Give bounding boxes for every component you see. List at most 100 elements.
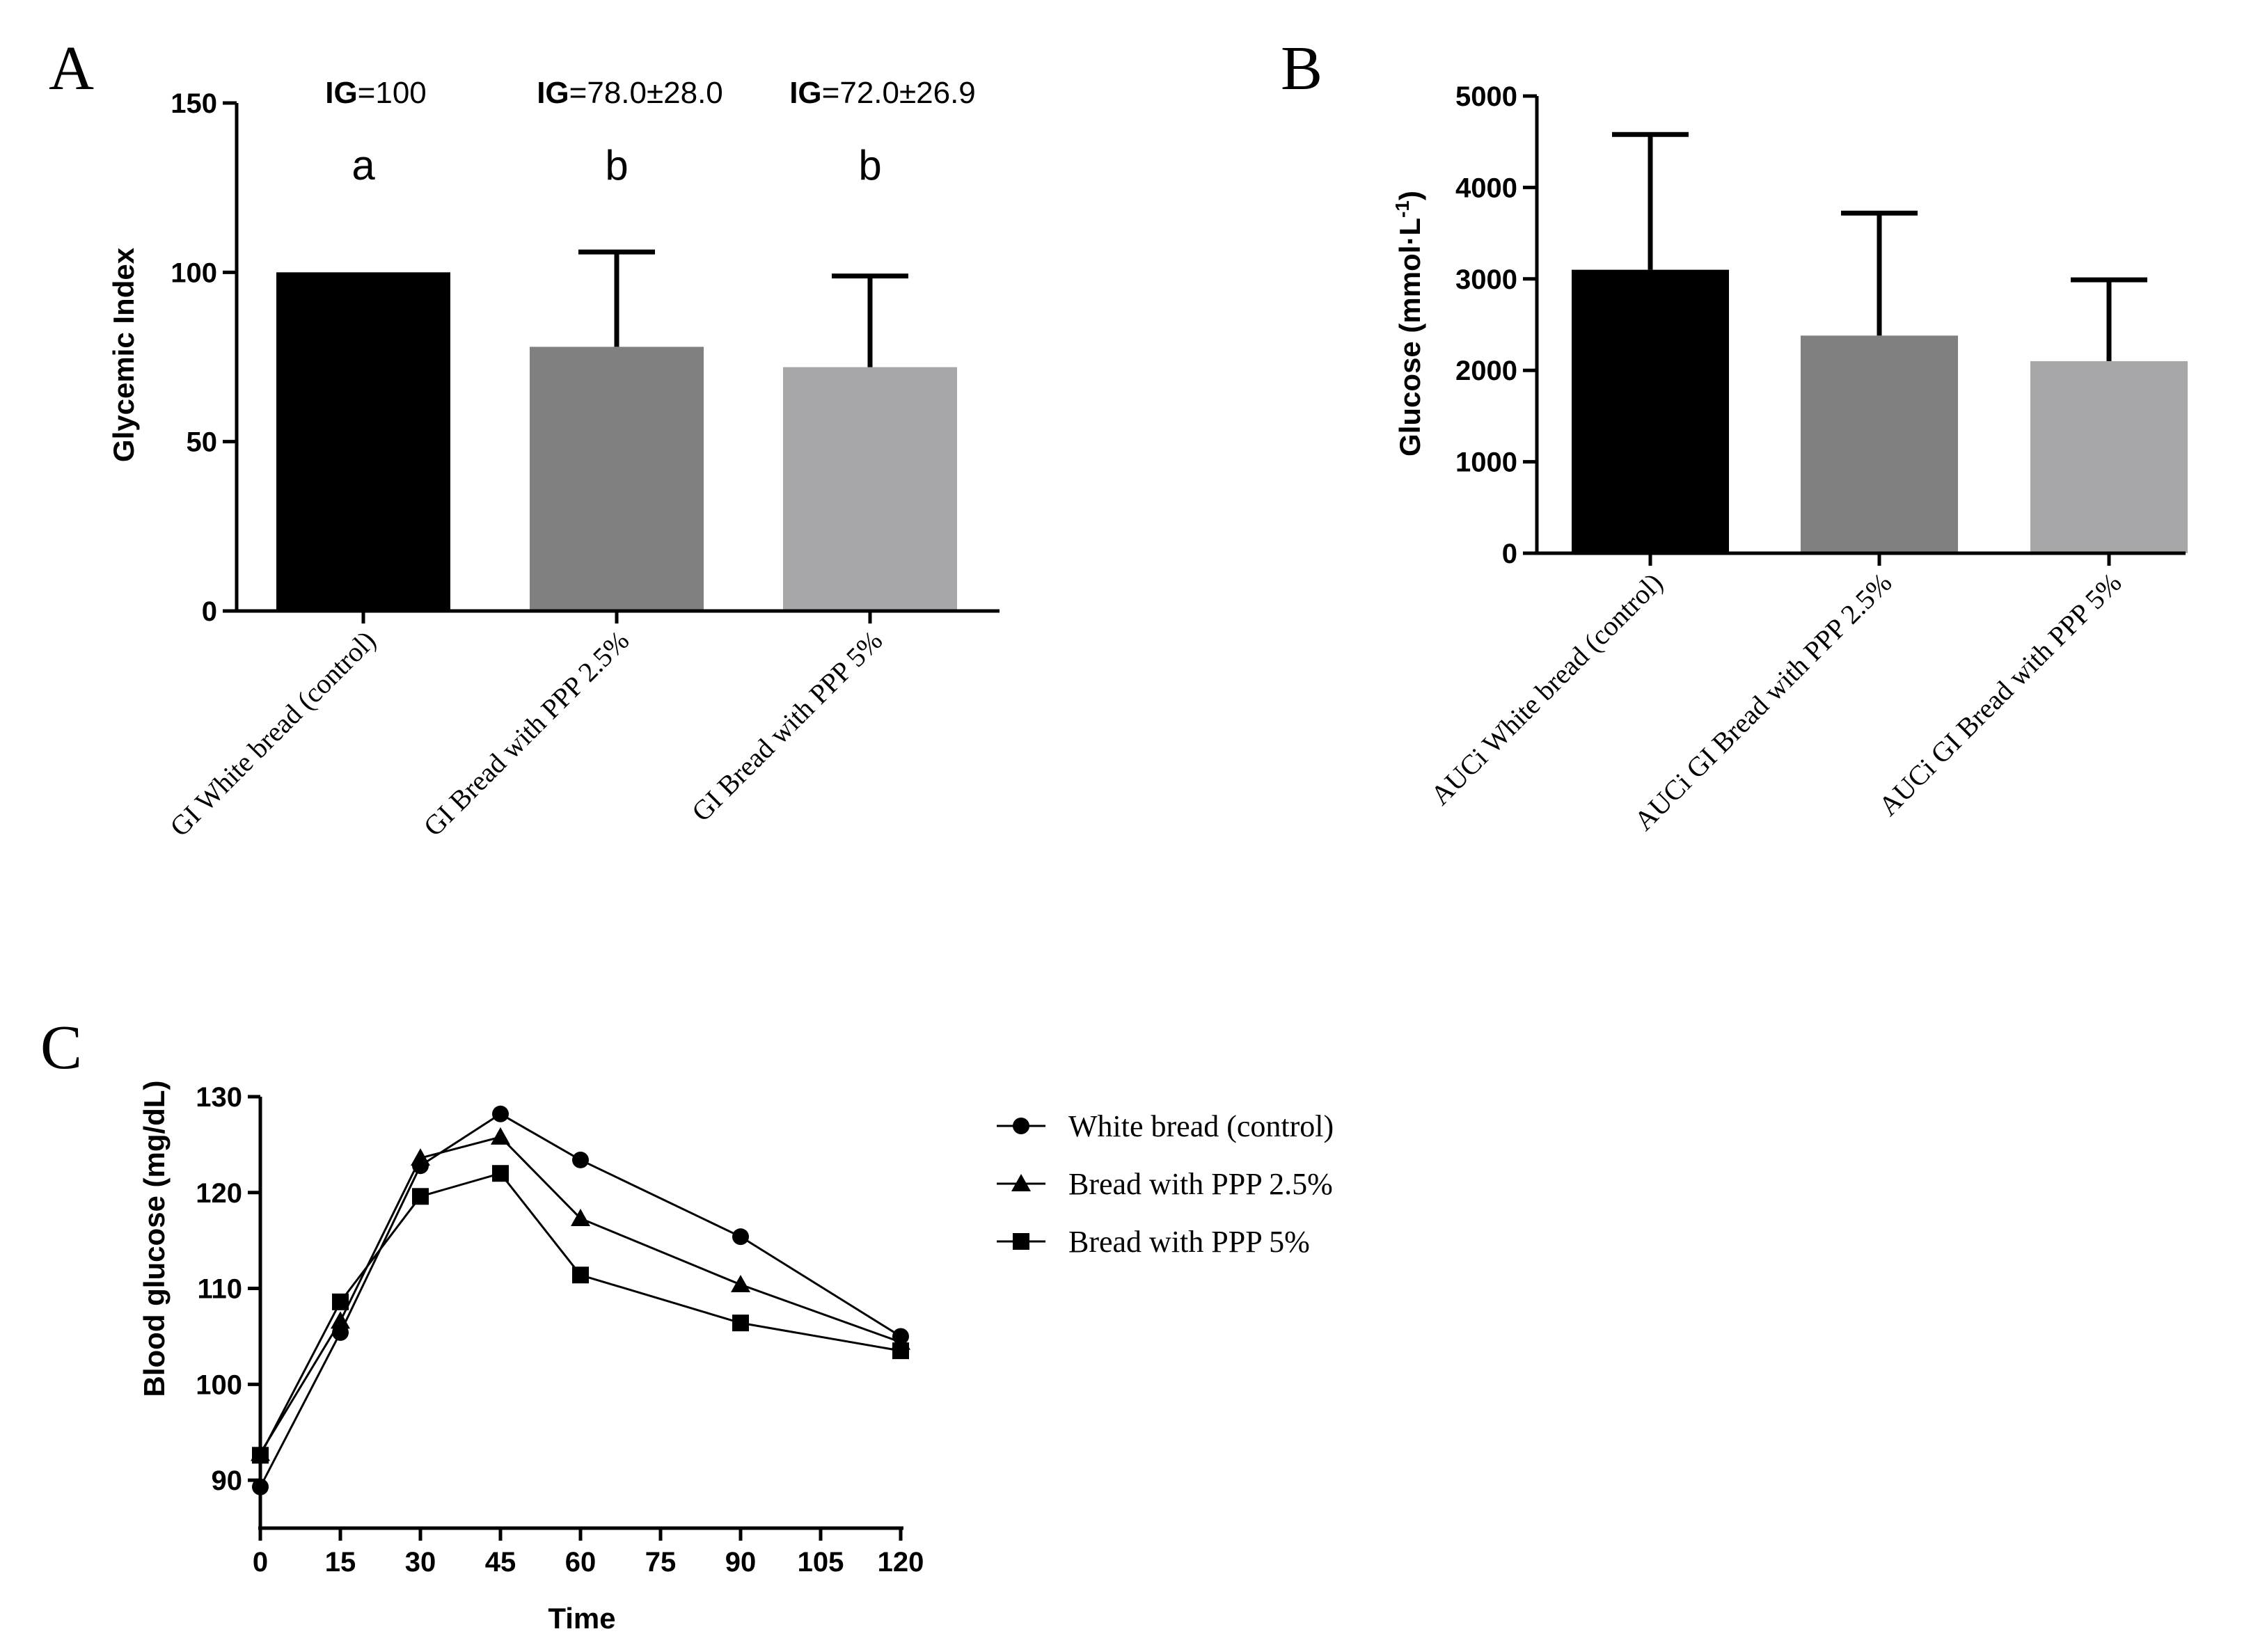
panel-b-y-label-superscript: -1 [1391, 200, 1413, 218]
x-tick-label: 15 [325, 1547, 356, 1578]
ig-annotation-label: IG [789, 76, 821, 110]
x-tick-label: 90 [725, 1547, 757, 1578]
panel-b-error-bars [1612, 132, 2147, 362]
series-line [259, 1136, 901, 1454]
x-category-label: GI Bread with PPP 5% [686, 625, 889, 828]
x-category-label: AUCi White bread (control) [1424, 567, 1668, 811]
ig-annotation-value: =100 [358, 76, 427, 110]
panel-b-y-ticks: 0 1000 2000 3000 4000 5000 [1455, 81, 1537, 569]
bar [1801, 335, 1958, 553]
ig-annotation-value: =78.0±28.0 [569, 76, 723, 110]
panel-a-x-ticks [361, 611, 872, 624]
panel-c-x-label: Time [548, 1602, 615, 1635]
data-point [492, 1105, 509, 1122]
x-tick-label: 60 [565, 1547, 597, 1578]
panel-a-error-bars [578, 249, 908, 367]
y-tick-label: 90 [212, 1466, 243, 1496]
x-tick-label: 30 [405, 1547, 436, 1578]
y-tick-label: 50 [187, 427, 218, 458]
panel-c-legend: White bread (control) Bread with PPP 2.5%… [997, 1109, 1334, 1259]
bar [1572, 269, 1729, 553]
legend-marker [1013, 1233, 1029, 1250]
bar [2030, 361, 2188, 553]
ig-annotation: IG=100 [325, 76, 427, 110]
x-tick-label: 75 [645, 1547, 677, 1578]
y-tick-label: 2000 [1455, 356, 1517, 386]
panel-a-y-ticks: 0 50 100 150 [171, 88, 237, 627]
significance-letter: b [605, 142, 628, 189]
data-point [331, 1311, 350, 1329]
panel-a-bars [276, 272, 957, 611]
data-point [411, 1148, 430, 1166]
panel-b-y-label-end: ) [1393, 191, 1426, 200]
y-tick-label: 1000 [1455, 447, 1517, 478]
series-line [259, 1113, 901, 1488]
panel-b-y-label: Glucose (mmol·L-1) [1391, 191, 1426, 456]
y-tick-label: 130 [196, 1082, 242, 1113]
ig-annotation: IG=78.0±28.0 [537, 76, 723, 110]
data-point [892, 1342, 909, 1360]
y-tick-label: 100 [196, 1369, 242, 1400]
data-point [332, 1293, 349, 1310]
panel-b-category-labels: AUCi White bread (control)AUCi GI Bread … [1424, 567, 2127, 836]
y-tick-label: 5000 [1455, 81, 1517, 112]
x-tick-label: 120 [878, 1547, 924, 1578]
panel-a-letter: A [49, 34, 94, 103]
x-tick-label: 105 [798, 1547, 844, 1578]
y-tick-label: 0 [202, 596, 217, 627]
x-tick-label: 0 [253, 1547, 268, 1578]
panel-a-category-labels: GI White bread (control) GI Bread with PP… [164, 625, 888, 843]
y-tick-label: 120 [196, 1178, 242, 1209]
significance-letter: a [352, 142, 375, 189]
x-category-label: GI White bread (control) [164, 625, 381, 843]
panel-c: C Blood glucose (mg/dL) Time 90 100 110 120… [40, 1013, 1334, 1635]
y-tick-label: 4000 [1455, 173, 1517, 203]
y-tick-label: 0 [1502, 539, 1517, 569]
data-point [491, 1127, 510, 1145]
panel-c-y-ticks: 90 100 110 120 130 [196, 1082, 260, 1496]
data-point [572, 1151, 589, 1168]
panel-b-bars [1572, 269, 2188, 553]
data-point [412, 1188, 429, 1205]
data-point [732, 1228, 749, 1246]
data-point [731, 1275, 750, 1293]
ig-annotation-value: =72.0±26.9 [822, 76, 976, 110]
panel-b-y-label-main: Glucose (mmol·L [1393, 218, 1426, 456]
y-tick-label: 3000 [1455, 264, 1517, 295]
panel-a-y-label: Glycemic Index [107, 247, 140, 462]
y-tick-label: 110 [197, 1274, 242, 1305]
panel-c-y-label: Blood glucose (mg/dL) [138, 1081, 171, 1397]
bar [783, 367, 957, 611]
data-point [572, 1266, 589, 1284]
ig-annotation: IG=72.0±26.9 [789, 76, 976, 110]
legend-entry: Bread with PPP 2.5% [1068, 1167, 1333, 1201]
panel-a: A Glycemic Index 0 50 100 150 GI White brea… [49, 34, 1000, 843]
panel-b-letter: B [1281, 34, 1322, 103]
panel-b-x-ticks [1648, 553, 2111, 566]
legend-entry: White bread (control) [1068, 1109, 1334, 1143]
ig-annotation-label: IG [325, 76, 357, 110]
x-category-label: AUCi GI Bread with PPP 2.5% [1628, 567, 1897, 836]
panel-c-letter: C [40, 1013, 82, 1082]
panel-b: B Glucose (mmol·L-1) 0 1000 2000 3000 4000 50… [1281, 34, 2188, 836]
panel-c-series-markers [251, 1105, 910, 1495]
legend-entry: Bread with PPP 5% [1068, 1225, 1310, 1259]
legend-marker [1013, 1118, 1029, 1134]
data-point [732, 1315, 749, 1332]
y-tick-label: 150 [171, 88, 217, 119]
ig-annotation-label: IG [537, 76, 569, 110]
y-tick-label: 100 [171, 257, 217, 288]
bar [530, 347, 704, 611]
bar [276, 272, 450, 611]
x-category-label: AUCi GI Bread with PPP 5% [1872, 567, 2127, 822]
legend-marker [1011, 1174, 1031, 1191]
data-point [571, 1208, 590, 1226]
panel-a-ig-annotations: IG=100 IG=78.0±28.0 IG=72.0±26.9 [325, 76, 976, 110]
significance-letter: b [858, 142, 881, 189]
panel-c-x-ticks: 0 15 30 45 60 75 90 105 120 [253, 1528, 924, 1578]
panel-c-series-lines [259, 1113, 901, 1488]
data-point [492, 1165, 509, 1182]
x-category-label: GI Bread with PPP 2.5% [418, 625, 635, 843]
